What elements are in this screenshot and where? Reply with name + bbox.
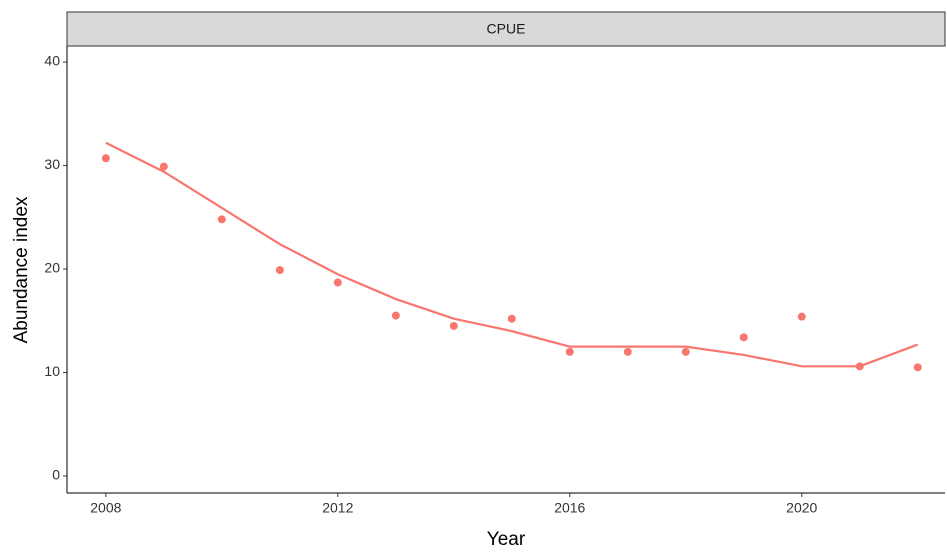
facet-strip	[66, 11, 946, 47]
data-point	[739, 333, 748, 342]
facet-label: CPUE	[487, 21, 526, 37]
y-tick-label: 20	[44, 260, 60, 276]
y-tick-label: 40	[44, 53, 60, 69]
data-point	[159, 162, 168, 171]
x-tick-label: 2012	[322, 500, 353, 516]
y-axis-title: Abundance index	[11, 196, 32, 343]
data-point	[101, 154, 110, 163]
data-point	[449, 321, 458, 330]
data-point	[507, 314, 516, 323]
data-point	[681, 347, 690, 356]
y-tick-label: 10	[44, 363, 60, 379]
data-point	[217, 215, 226, 224]
y-tick-label: 0	[52, 467, 60, 483]
data-point	[623, 347, 632, 356]
data-point	[913, 363, 922, 372]
data-point	[391, 311, 400, 320]
y-tick-label: 30	[44, 156, 60, 172]
x-tick-label: 2016	[554, 500, 585, 516]
data-point	[797, 312, 806, 321]
data-point	[855, 362, 864, 371]
data-point	[333, 278, 342, 287]
data-point	[275, 266, 284, 275]
data-point	[565, 347, 574, 356]
smooth-line	[105, 141, 919, 368]
x-axis-title: Year	[487, 529, 526, 550]
x-tick-label: 2008	[90, 500, 121, 516]
x-tick-label: 2020	[786, 500, 817, 516]
